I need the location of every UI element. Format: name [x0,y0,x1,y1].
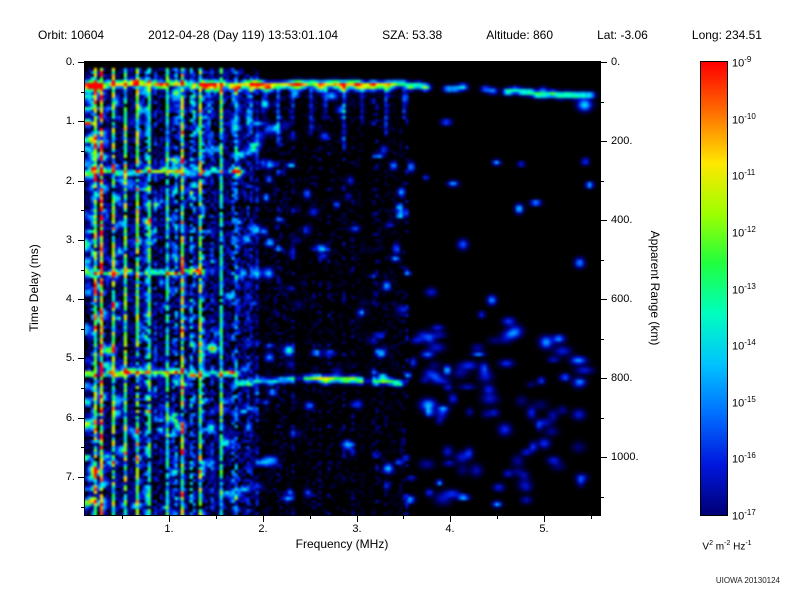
x-minor-tick [216,516,217,519]
x-tick-label: 1. [164,523,174,535]
y-minor-tick [81,507,84,508]
header-longitude: Long: 234.51 [691,28,762,42]
x-tick [450,516,451,522]
y-tick-label: 1. [65,115,75,127]
y-tick [78,418,84,419]
y-minor-tick [81,270,84,271]
range-tick [601,62,607,63]
header-orbit: Orbit: 10604 [38,28,105,42]
x-tick [263,516,264,522]
y-tick [78,299,84,300]
header-latitude: Lat: -3.06 [597,28,648,42]
y-minor-tick [81,151,84,152]
colorbar-tick-label: 10-15 [732,394,756,410]
y-axis-title-left: Time Delay (ms) [27,244,41,332]
range-minor-tick [601,260,604,261]
x-minor-tick [403,516,404,519]
credit-text: UIOWA 20130124 [715,576,780,585]
range-tick [601,378,607,379]
colorbar-tick-label: 10-12 [732,224,756,240]
y-tick [78,477,84,478]
y-tick-label: 3. [65,234,75,246]
y-axis-title-right: Apparent Range (km) [648,230,662,346]
x-minor-tick [591,516,592,519]
ionogram-canvas [85,62,600,515]
range-tick-label: 1000. [611,451,639,463]
y-tick-label: 4. [65,293,75,305]
range-tick-label: 600. [611,293,633,305]
x-minor-tick [122,516,123,519]
range-minor-tick [601,181,604,182]
header-sza: SZA: 53.38 [382,28,443,42]
range-minor-tick [601,339,604,340]
x-minor-tick [497,516,498,519]
colorbar [700,61,728,516]
y-minor-tick [81,92,84,93]
y-minor-tick [81,329,84,330]
y-minor-tick [81,447,84,448]
y-tick [78,121,84,122]
range-tick [601,457,607,458]
y-tick [78,181,84,182]
range-minor-tick [601,497,604,498]
y-tick [78,240,84,241]
header-datetime: 2012-04-28 (Day 119) 13:53:01.104 [148,28,339,42]
x-tick-label: 4. [445,523,455,535]
colorbar-units-label: V2 m-2 Hz-1 [702,540,752,553]
colorbar-tick-label: 10-9 [732,55,752,70]
colorbar-tick-label: 10-14 [732,338,756,353]
range-tick [601,141,607,142]
header-altitude: Altitude: 860 [486,28,554,42]
x-minor-tick [310,516,311,519]
range-minor-tick [601,418,604,419]
y-tick-label: 5. [65,352,75,364]
range-tick [601,299,607,300]
range-tick [601,220,607,221]
y-tick-label: 7. [65,471,75,483]
header-info-bar: Orbit: 10604 2012-04-28 (Day 119) 13:53:… [38,28,762,42]
y-minor-tick [81,388,84,389]
colorbar-tick-label: 10-13 [732,281,756,297]
y-tick-label: 2. [65,175,75,187]
x-tick-label: 5. [539,523,549,535]
colorbar-tick-label: 10-10 [732,111,756,127]
x-axis-title: Frequency (MHz) [295,537,389,551]
spectrogram-plot-area [84,61,601,516]
range-tick-label: 800. [611,372,633,384]
y-minor-tick [81,210,84,211]
x-tick-label: 2. [258,523,268,535]
x-tick [169,516,170,522]
range-tick-label: 200. [611,135,633,147]
range-tick-label: 0. [611,56,621,68]
x-tick [544,516,545,522]
y-tick-label: 0. [65,56,75,68]
y-tick-label: 6. [65,412,75,424]
colorbar-gradient [701,62,727,515]
range-minor-tick [601,102,604,103]
colorbar-tick-label: 10-16 [732,451,756,467]
x-tick-label: 3. [352,523,362,535]
y-tick [78,358,84,359]
colorbar-tick-label: 10-17 [732,508,756,523]
y-tick [78,62,84,63]
range-tick-label: 400. [611,214,633,226]
x-tick [357,516,358,522]
colorbar-tick-label: 10-11 [732,168,756,183]
